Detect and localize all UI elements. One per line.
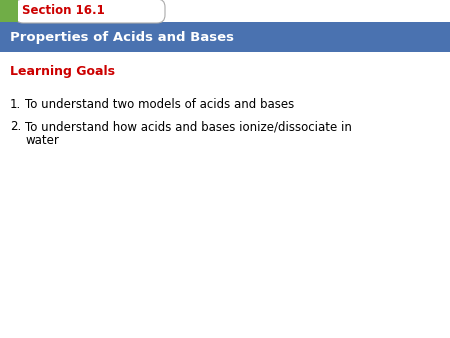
Text: 1.: 1.: [10, 98, 21, 111]
Bar: [0, 22, 450, 52]
FancyBboxPatch shape: [15, 0, 165, 23]
Text: Section 16.1: Section 16.1: [22, 4, 105, 18]
Text: To understand two models of acids and bases: To understand two models of acids and ba…: [25, 98, 294, 111]
Text: water: water: [25, 134, 59, 147]
Text: To understand how acids and bases ionize/dissociate in: To understand how acids and bases ionize…: [25, 120, 352, 133]
Bar: [0, 0, 18, 22]
Text: Learning Goals: Learning Goals: [10, 66, 115, 78]
Text: 2.: 2.: [10, 120, 21, 133]
Text: Properties of Acids and Bases: Properties of Acids and Bases: [10, 30, 234, 44]
